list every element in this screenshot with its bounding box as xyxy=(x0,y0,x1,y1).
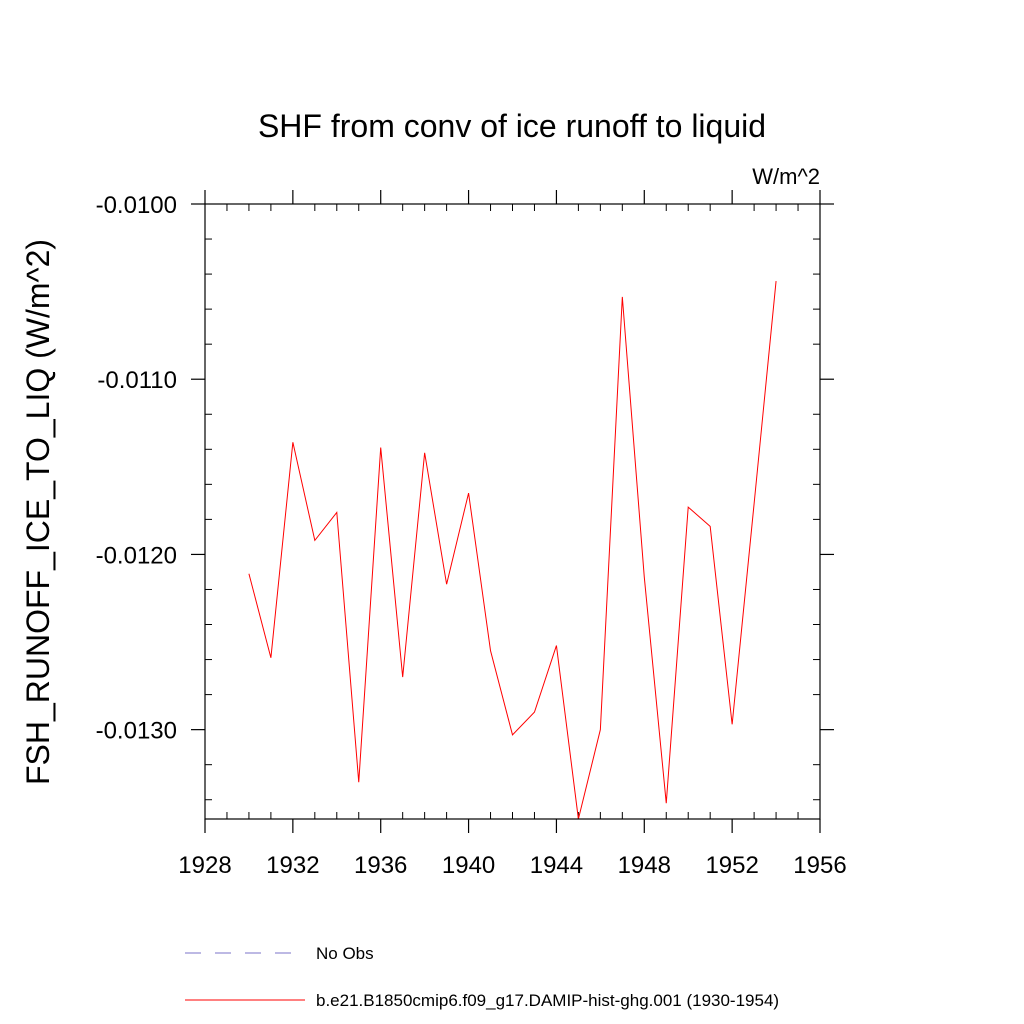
legend-label-no-obs: No Obs xyxy=(316,944,374,963)
x-tick-label: 1936 xyxy=(354,852,407,879)
x-tick-labels: 1928 1932 1936 1940 1944 1948 1952 1956 xyxy=(178,852,846,879)
x-tick-label: 1956 xyxy=(793,852,846,879)
legend: No Obs b.e21.B1850cmip6.f09_g17.DAMIP-hi… xyxy=(185,944,779,1010)
y-tick-labels: -0.0100 -0.0110 -0.0120 -0.0130 xyxy=(96,192,177,745)
units-label: W/m^2 xyxy=(752,164,820,189)
x-tick-label: 1944 xyxy=(530,852,583,879)
legend-label-model-run: b.e21.B1850cmip6.f09_g17.DAMIP-hist-ghg.… xyxy=(316,991,779,1010)
x-tick-label: 1928 xyxy=(178,852,231,879)
x-tick-label: 1952 xyxy=(705,852,758,879)
y-tick-label: -0.0120 xyxy=(96,542,177,569)
series-layer xyxy=(248,281,777,820)
y-tick-label: -0.0130 xyxy=(96,718,177,745)
y-tick-label: -0.0110 xyxy=(97,367,177,394)
x-tick-label: 1932 xyxy=(266,852,319,879)
series-line-1 xyxy=(248,281,777,820)
x-tick-label: 1940 xyxy=(442,852,495,879)
chart-title: SHF from conv of ice runoff to liquid xyxy=(258,108,766,144)
x-tick-label: 1948 xyxy=(618,852,671,879)
minor-ticks xyxy=(205,204,820,819)
y-axis-label: FSH_RUNOFF_ICE_TO_LIQ (W/m^2) xyxy=(20,239,56,785)
y-tick-label: -0.0100 xyxy=(96,192,177,219)
major-ticks xyxy=(191,190,834,833)
plot-frame xyxy=(204,203,821,820)
